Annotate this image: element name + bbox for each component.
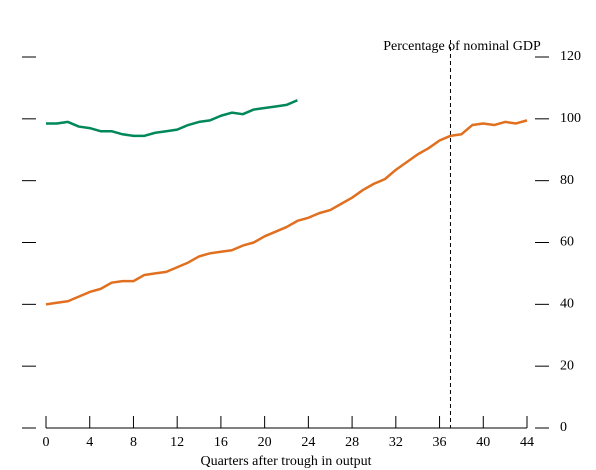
y-tick-label: 60	[560, 235, 574, 250]
x-tick-label: 0	[43, 435, 50, 450]
series-line	[45, 119, 528, 306]
x-tick-label: 24	[301, 435, 315, 450]
x-tick-label: 4	[86, 435, 93, 450]
y-tick-label: 80	[560, 173, 574, 188]
x-tick-label: 36	[433, 435, 447, 450]
y-tick-label: 0	[560, 420, 567, 435]
y-tick-label: 120	[560, 49, 581, 64]
y-tick-label: 20	[560, 358, 574, 373]
x-tick-label: 12	[170, 435, 184, 450]
x-tick-label: 32	[389, 435, 403, 450]
x-axis-label: Quarters after trough in output	[200, 454, 371, 469]
series-line	[46, 99, 298, 138]
x-tick-label: 20	[258, 435, 272, 450]
x-tick-label: 28	[345, 435, 359, 450]
y-tick-label: 40	[560, 297, 574, 312]
y-tick-label: 100	[560, 111, 581, 126]
annotation: Percentage of nominal GDP	[383, 39, 541, 54]
x-tick-label: 44	[520, 435, 534, 450]
x-tick-label: 40	[476, 435, 490, 450]
x-tick-label: 8	[130, 435, 137, 450]
x-tick-label: 16	[214, 435, 228, 450]
